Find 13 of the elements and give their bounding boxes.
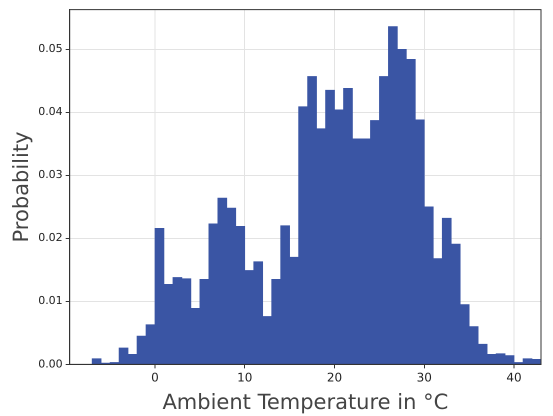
- x-axis-title: Ambient Temperature in °C: [162, 390, 448, 414]
- y-tick-label: 0.01: [38, 294, 63, 308]
- x-tick-label: 10: [237, 370, 252, 385]
- y-tick-label: 0.05: [38, 42, 63, 56]
- x-tick-label: 20: [326, 370, 342, 385]
- x-tick-label: 30: [416, 370, 432, 385]
- y-tick-label: 0.00: [38, 357, 63, 370]
- y-tick-label: 0.03: [38, 168, 63, 182]
- y-tick-label: 0.02: [38, 231, 63, 244]
- x-tick-label: 0: [151, 370, 159, 385]
- y-tick-label: 0.04: [38, 105, 63, 118]
- y-axis-title: Probability: [9, 131, 34, 243]
- x-tick-label: 40: [506, 370, 522, 385]
